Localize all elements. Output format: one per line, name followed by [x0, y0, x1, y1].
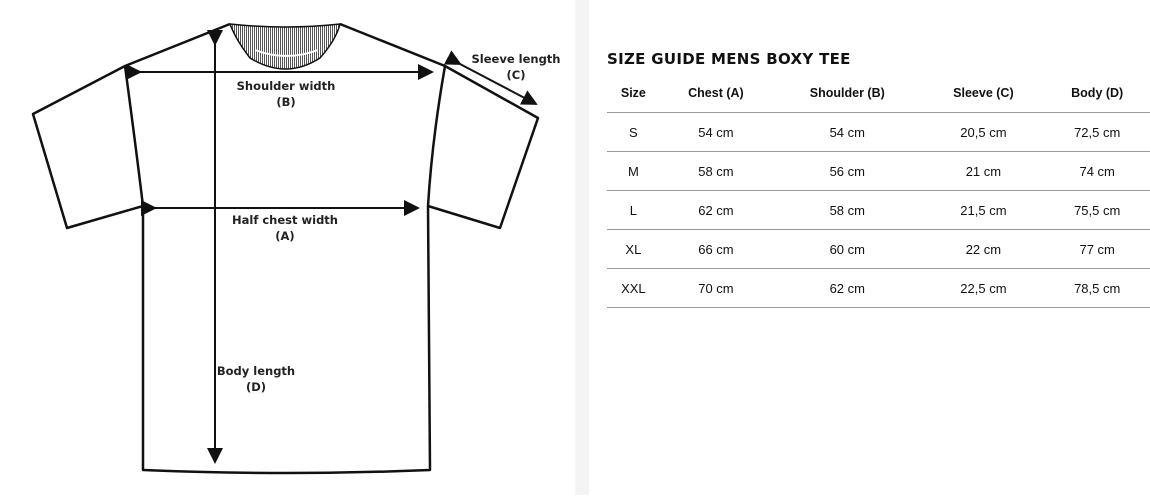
sleeve-code: (C) [507, 68, 526, 82]
table-header-row: Size Chest (A) Shoulder (B) Sleeve (C) B… [607, 74, 1150, 113]
table-cell: 22,5 cm [922, 268, 1045, 308]
sleeve-label: Sleeve length [472, 52, 561, 66]
table-cell: S [607, 112, 660, 152]
table-cell: 21,5 cm [922, 190, 1045, 230]
table-row: XL 66 cm 60 cm 22 cm 77 cm [607, 229, 1150, 269]
table-cell: 74 cm [1044, 151, 1150, 191]
left-armhole-seam [123, 65, 145, 207]
table-cell: 60 cm [772, 229, 923, 269]
right-armhole-seam [426, 65, 447, 207]
table-cell: 62 cm [659, 190, 773, 230]
chest-label: Half chest width [232, 213, 338, 227]
tshirt-measurement-diagram: Shoulder width (B) Half chest width (A) … [31, 22, 561, 475]
shirt-outline [31, 22, 540, 475]
size-guide-panel: SIZE GUIDE MENS BOXY TEE Size Chest (A) … [589, 0, 1150, 495]
chest-code: (A) [275, 229, 294, 243]
table-row: S 54 cm 54 cm 20,5 cm 72,5 cm [607, 112, 1150, 152]
column-header: Sleeve (C) [922, 74, 1045, 113]
table-cell: 54 cm [659, 112, 773, 152]
table-cell: 62 cm [772, 268, 923, 308]
column-header: Chest (A) [659, 74, 773, 113]
table-cell: 72,5 cm [1044, 112, 1150, 152]
column-header: Size [607, 74, 660, 113]
body-label: Body length [217, 364, 295, 378]
table-row: XXL 70 cm 62 cm 22,5 cm 78,5 cm [607, 268, 1150, 308]
tshirt-diagram-panel: Shoulder width (B) Half chest width (A) … [0, 0, 575, 495]
table-cell: 54 cm [772, 112, 923, 152]
size-table: Size Chest (A) Shoulder (B) Sleeve (C) B… [607, 74, 1150, 308]
sleeve-arrow [443, 50, 538, 105]
table-row: M 58 cm 56 cm 21 cm 74 cm [607, 151, 1150, 191]
shoulder-label: Shoulder width [237, 79, 336, 93]
body-code: (D) [246, 380, 266, 394]
table-cell: L [607, 190, 660, 230]
table-cell: 78,5 cm [1044, 268, 1150, 308]
table-cell: M [607, 151, 660, 191]
table-cell: 58 cm [659, 151, 773, 191]
panel-divider [575, 0, 589, 495]
table-cell: 75,5 cm [1044, 190, 1150, 230]
table-cell: 58 cm [772, 190, 923, 230]
table-cell: 22 cm [922, 229, 1045, 269]
table-cell: XXL [607, 268, 660, 308]
table-cell: 56 cm [772, 151, 923, 191]
table-cell: 20,5 cm [922, 112, 1045, 152]
table-row: L 62 cm 58 cm 21,5 cm 75,5 cm [607, 190, 1150, 230]
table-cell: 70 cm [659, 268, 773, 308]
table-cell: 77 cm [1044, 229, 1150, 269]
column-header: Body (D) [1044, 74, 1150, 113]
shoulder-code: (B) [276, 95, 295, 109]
table-cell: 21 cm [922, 151, 1045, 191]
collar-rib [228, 23, 341, 70]
table-cell: 66 cm [659, 229, 773, 269]
column-header: Shoulder (B) [772, 74, 923, 113]
size-guide-title: SIZE GUIDE MENS BOXY TEE [607, 50, 851, 68]
table-cell: XL [607, 229, 660, 269]
